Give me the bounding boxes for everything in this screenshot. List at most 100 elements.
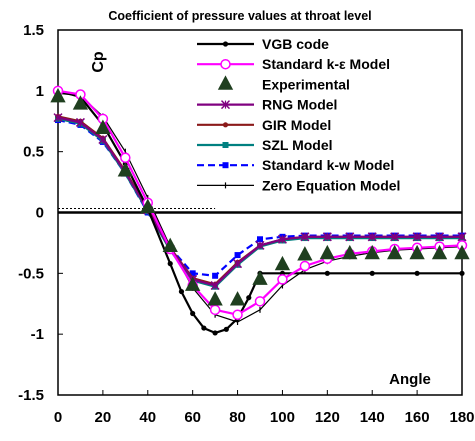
series-marker bbox=[414, 270, 420, 276]
series-marker bbox=[300, 232, 310, 242]
series-marker bbox=[223, 326, 229, 332]
chart-title: Coefficient of pressure values at throat… bbox=[108, 9, 371, 23]
x-tick-label: 180 bbox=[449, 409, 474, 426]
series-marker bbox=[212, 272, 219, 279]
series-marker bbox=[457, 232, 467, 242]
series-marker bbox=[234, 252, 241, 259]
x-tick-label: 60 bbox=[184, 409, 201, 426]
series-line bbox=[57, 92, 463, 323]
series-marker bbox=[246, 295, 252, 301]
series-marker bbox=[98, 134, 108, 145]
x-tick-label: 120 bbox=[315, 409, 340, 426]
legend-item: Zero Equation Model bbox=[197, 177, 400, 193]
series-marker bbox=[190, 310, 196, 317]
legend-item: GIR Model bbox=[197, 117, 331, 133]
series-marker bbox=[252, 270, 268, 285]
series-line bbox=[57, 116, 462, 287]
series-marker bbox=[454, 244, 470, 260]
series-marker bbox=[222, 162, 229, 169]
series-marker bbox=[431, 244, 448, 260]
legend-label: Standard k-ε Model bbox=[262, 56, 390, 72]
series-gir-model bbox=[55, 113, 465, 287]
series-marker bbox=[50, 87, 66, 103]
legend-label: Standard k-w Model bbox=[262, 157, 394, 173]
series-layer bbox=[50, 85, 470, 336]
series-marker bbox=[274, 255, 291, 271]
legend-item: Experimental bbox=[217, 75, 350, 92]
series-marker bbox=[297, 246, 313, 261]
series-marker bbox=[222, 122, 229, 128]
series-marker bbox=[299, 260, 311, 272]
series-marker bbox=[210, 280, 220, 291]
zero-reference-line bbox=[58, 208, 462, 214]
series-marker bbox=[435, 232, 445, 242]
series-marker bbox=[222, 142, 229, 148]
y-tick-label: 0 bbox=[36, 205, 44, 222]
series-marker bbox=[72, 95, 89, 110]
series-marker bbox=[322, 232, 332, 242]
legend-label: Zero Equation Model bbox=[262, 177, 400, 193]
series-marker bbox=[324, 270, 330, 276]
series-marker bbox=[185, 276, 201, 291]
series-marker bbox=[257, 236, 263, 243]
series-marker bbox=[167, 261, 173, 267]
series-line bbox=[57, 118, 462, 277]
legend-item: SZL Model bbox=[197, 137, 333, 153]
legend-label: Experimental bbox=[262, 76, 350, 92]
series-marker bbox=[364, 244, 380, 260]
x-tick-label: 160 bbox=[405, 409, 430, 426]
y-tick-label: -0.5 bbox=[18, 265, 44, 282]
x-tick-label: 100 bbox=[270, 409, 295, 426]
y-tick-label: -1 bbox=[31, 326, 44, 343]
series-marker bbox=[369, 270, 375, 276]
series-marker bbox=[209, 304, 221, 316]
series-marker bbox=[117, 162, 133, 177]
legend-item: Standard k-ε Model bbox=[197, 56, 390, 72]
x-tick-label: 80 bbox=[229, 409, 246, 426]
legend-label: RNG Model bbox=[262, 97, 337, 113]
series-marker bbox=[220, 100, 231, 110]
series-marker bbox=[367, 232, 377, 242]
series-marker bbox=[233, 259, 243, 269]
series-marker bbox=[75, 117, 85, 127]
legend: VGB code Standard k-ε Model Experimental RN… bbox=[197, 36, 400, 193]
x-tick-label: 40 bbox=[139, 409, 156, 426]
y-axis-label: Cp bbox=[90, 51, 107, 73]
series-marker bbox=[255, 240, 265, 250]
series-marker bbox=[345, 232, 355, 242]
legend-item: Standard k-w Model bbox=[197, 157, 394, 173]
x-tick-label: 20 bbox=[95, 409, 112, 426]
series-marker bbox=[229, 291, 246, 306]
series-marker bbox=[222, 41, 229, 47]
series-marker bbox=[140, 198, 156, 214]
series-marker bbox=[212, 330, 218, 336]
series-marker bbox=[189, 270, 196, 277]
x-tick-label: 140 bbox=[360, 409, 385, 426]
y-tick-label: 1 bbox=[36, 83, 44, 100]
series-marker bbox=[387, 244, 403, 260]
legend-item: VGB code bbox=[197, 36, 329, 52]
series-marker bbox=[217, 75, 234, 90]
series-marker bbox=[220, 58, 231, 70]
y-tick-label: -1.5 bbox=[18, 387, 44, 404]
series-marker bbox=[53, 113, 63, 123]
legend-label: GIR Model bbox=[262, 117, 331, 133]
series-marker bbox=[409, 244, 425, 260]
series-marker bbox=[162, 237, 178, 252]
series-marker bbox=[319, 244, 335, 260]
series-marker bbox=[342, 244, 358, 260]
series-marker bbox=[178, 288, 185, 295]
legend-label: SZL Model bbox=[262, 137, 333, 153]
series-marker bbox=[232, 309, 243, 320]
series-experimental bbox=[50, 87, 470, 306]
series-marker bbox=[207, 291, 223, 306]
axes: 0 20 40 60 80 100 120 140 160 180 1.5 1 0.5 0 -0.5 -1 -1… bbox=[18, 22, 474, 426]
x-tick-label: 0 bbox=[54, 409, 62, 426]
series-marker bbox=[120, 152, 131, 163]
series-marker bbox=[201, 325, 207, 331]
series-marker bbox=[412, 232, 422, 242]
legend-item: RNG Model bbox=[197, 97, 337, 113]
x-axis-label: Angle bbox=[389, 371, 431, 388]
